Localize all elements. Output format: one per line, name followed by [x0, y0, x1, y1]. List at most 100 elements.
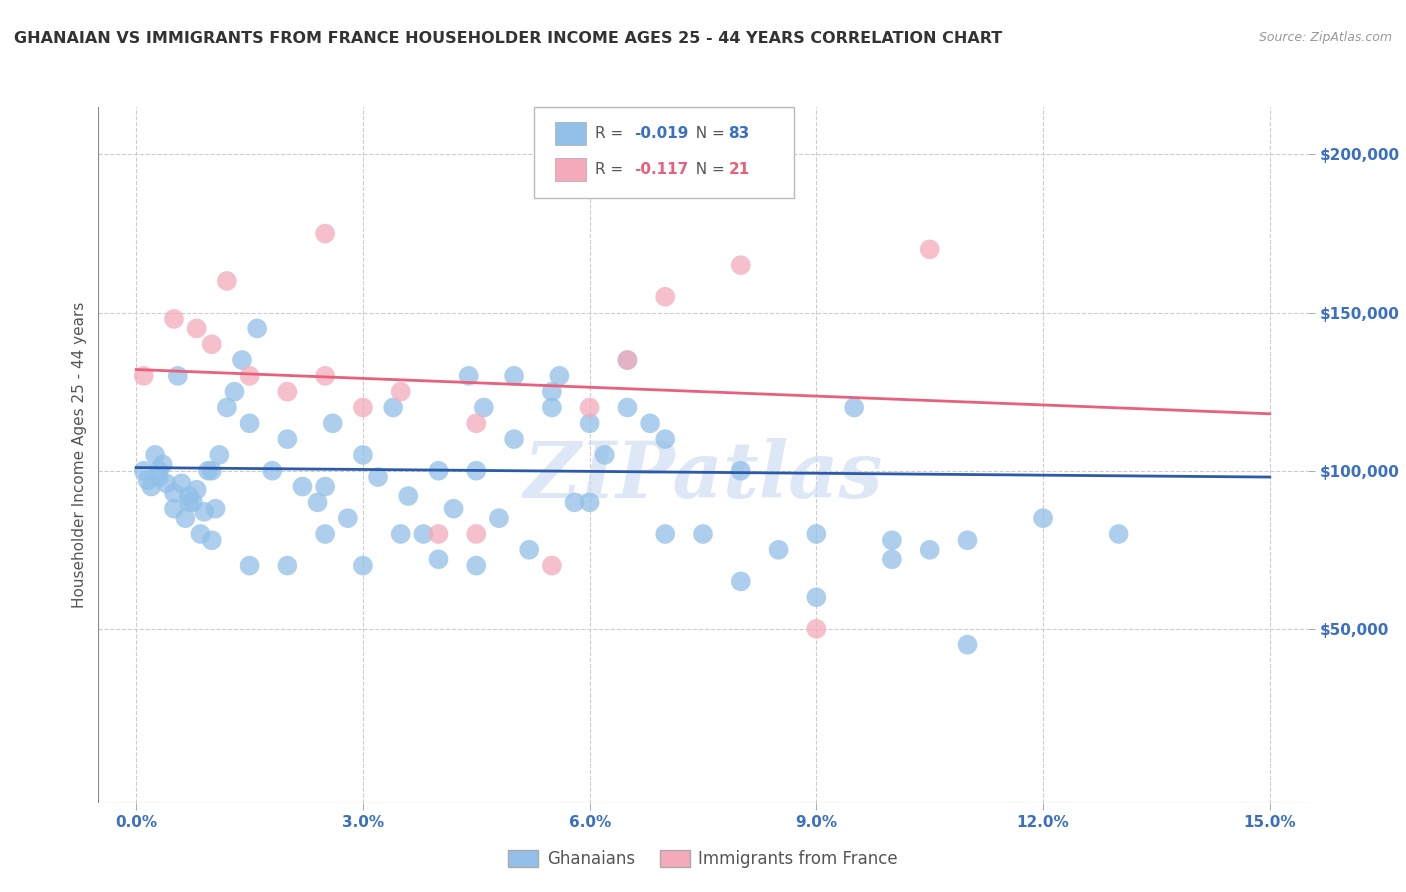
Point — [352, 448, 374, 462]
Point — [654, 432, 676, 446]
Point — [412, 527, 434, 541]
Point — [616, 353, 638, 368]
Point — [336, 511, 359, 525]
Point — [503, 432, 526, 446]
Point — [1108, 527, 1130, 541]
Point — [231, 353, 253, 368]
Point — [314, 368, 336, 383]
Point — [197, 464, 219, 478]
Point — [616, 401, 638, 415]
Point — [291, 479, 314, 493]
Point — [540, 558, 562, 573]
Point — [540, 401, 562, 415]
Point — [179, 489, 201, 503]
Point — [465, 527, 488, 541]
Point — [806, 622, 828, 636]
Point — [389, 384, 412, 399]
Point — [396, 489, 419, 503]
Point — [638, 417, 661, 431]
Point — [262, 464, 284, 478]
Point — [163, 501, 186, 516]
Text: ZIPatlas: ZIPatlas — [523, 438, 883, 514]
Point — [163, 486, 186, 500]
Point — [163, 312, 186, 326]
Point — [880, 533, 903, 548]
Legend: Ghanaians, Immigrants from France: Ghanaians, Immigrants from France — [502, 843, 904, 874]
Point — [215, 401, 238, 415]
Point — [239, 558, 262, 573]
Point — [389, 527, 412, 541]
Point — [427, 464, 450, 478]
Point — [208, 448, 231, 462]
Point — [503, 368, 526, 383]
Text: R =: R = — [595, 162, 628, 177]
Point — [956, 638, 979, 652]
Point — [215, 274, 238, 288]
Point — [190, 527, 212, 541]
Point — [204, 501, 226, 516]
Text: GHANAIAN VS IMMIGRANTS FROM FRANCE HOUSEHOLDER INCOME AGES 25 - 44 YEARS CORRELA: GHANAIAN VS IMMIGRANTS FROM FRANCE HOUSE… — [14, 31, 1002, 46]
Point — [179, 495, 201, 509]
Point — [654, 527, 676, 541]
Point — [186, 483, 208, 497]
Point — [517, 542, 540, 557]
Point — [186, 321, 208, 335]
Point — [148, 470, 170, 484]
Point — [201, 533, 224, 548]
Point — [322, 417, 344, 431]
Point — [132, 464, 155, 478]
Point — [276, 384, 298, 399]
Point — [132, 368, 155, 383]
Point — [136, 473, 159, 487]
Point — [730, 258, 752, 272]
Point — [307, 495, 329, 509]
Point — [201, 464, 224, 478]
Point — [768, 542, 790, 557]
Point — [956, 533, 979, 548]
Point — [239, 417, 262, 431]
Point — [578, 417, 600, 431]
Point — [193, 505, 215, 519]
Point — [540, 384, 562, 399]
Point — [352, 558, 374, 573]
Text: Source: ZipAtlas.com: Source: ZipAtlas.com — [1258, 31, 1392, 45]
Point — [276, 432, 298, 446]
Point — [148, 464, 170, 478]
Point — [170, 476, 193, 491]
Text: 21: 21 — [728, 162, 749, 177]
Point — [578, 495, 600, 509]
Point — [488, 511, 510, 525]
Point — [806, 591, 828, 605]
Point — [465, 464, 488, 478]
Point — [730, 574, 752, 589]
Point — [276, 558, 298, 573]
Point — [352, 401, 374, 415]
Point — [314, 527, 336, 541]
Point — [174, 511, 197, 525]
Point — [314, 227, 336, 241]
Point — [880, 552, 903, 566]
Point — [367, 470, 389, 484]
Point — [239, 368, 262, 383]
Point — [224, 384, 246, 399]
Text: R =: R = — [595, 127, 628, 141]
Point — [692, 527, 714, 541]
Point — [806, 527, 828, 541]
Point — [564, 495, 586, 509]
Point — [443, 501, 465, 516]
Point — [427, 552, 450, 566]
Point — [166, 368, 188, 383]
Text: 83: 83 — [728, 127, 749, 141]
Point — [472, 401, 495, 415]
Point — [578, 401, 600, 415]
Point — [143, 448, 166, 462]
Point — [1032, 511, 1054, 525]
Point — [616, 353, 638, 368]
Point — [918, 542, 941, 557]
Point — [152, 458, 174, 472]
Point — [593, 448, 616, 462]
Text: N =: N = — [686, 162, 730, 177]
Point — [427, 527, 450, 541]
Point — [141, 479, 163, 493]
Text: -0.117: -0.117 — [634, 162, 689, 177]
